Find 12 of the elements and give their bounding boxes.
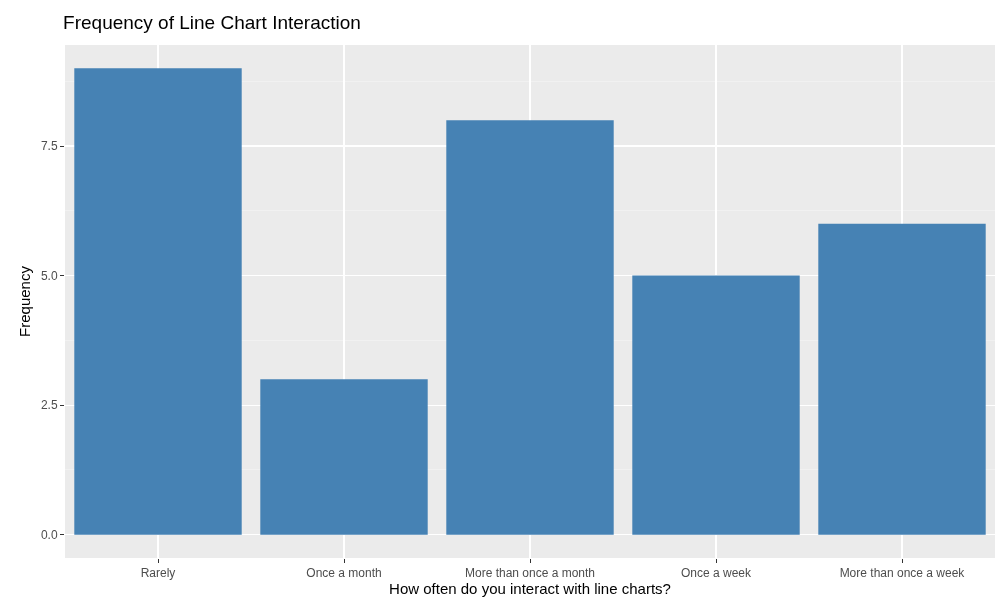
y-tick-label: 2.5 — [40, 398, 58, 413]
y-tick-label: 5.0 — [40, 268, 58, 283]
x-tick-label: More than once a week — [839, 566, 966, 581]
y-axis-title: Frequency — [16, 265, 34, 337]
y-tick-label: 0.0 — [40, 527, 58, 542]
x-tick-label: More than once a month — [464, 566, 596, 581]
x-axis-title: How often do you interact with line charts? — [389, 580, 671, 598]
x-tick-label: Once a month — [306, 566, 382, 581]
chart-title: Frequency of Line Chart Interaction — [63, 11, 361, 33]
x-tick-label: Once a week — [680, 566, 753, 581]
y-tick-label: 7.5 — [40, 139, 58, 154]
x-tick-label: Rarely — [140, 566, 176, 581]
